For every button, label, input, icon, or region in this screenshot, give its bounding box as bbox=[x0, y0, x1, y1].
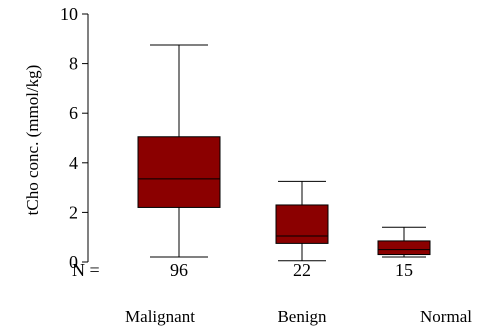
box-normal bbox=[377, 226, 431, 258]
n-value: 15 bbox=[395, 260, 413, 280]
y-tick-label: 4 bbox=[69, 153, 78, 173]
iqr-box bbox=[275, 204, 329, 244]
category-labels: Malignant Benign Normal bbox=[125, 307, 472, 326]
y-tick-label: 0 bbox=[69, 252, 78, 272]
y-axis-title: tCho conc. (mmol/kg) bbox=[23, 65, 42, 216]
box-benign bbox=[275, 180, 329, 262]
y-tick-label: 6 bbox=[69, 103, 78, 123]
y-ticks: 0 2 4 6 8 10 bbox=[60, 4, 88, 272]
y-tick-label: 2 bbox=[69, 202, 78, 222]
y-tick-label: 10 bbox=[60, 4, 78, 24]
category-label-benign: Benign bbox=[277, 307, 327, 326]
category-label-malignant: Malignant bbox=[125, 307, 195, 326]
n-labels: 96 22 15 bbox=[170, 260, 413, 280]
n-prefix-label: N = bbox=[72, 260, 100, 280]
category-label-normal: Normal bbox=[420, 307, 472, 326]
iqr-box bbox=[377, 240, 431, 256]
n-value: 22 bbox=[293, 260, 311, 280]
n-value: 96 bbox=[170, 260, 188, 280]
y-tick-label: 8 bbox=[69, 54, 78, 74]
box-malignant bbox=[137, 44, 221, 258]
boxes bbox=[137, 44, 431, 262]
iqr-box bbox=[137, 136, 221, 208]
